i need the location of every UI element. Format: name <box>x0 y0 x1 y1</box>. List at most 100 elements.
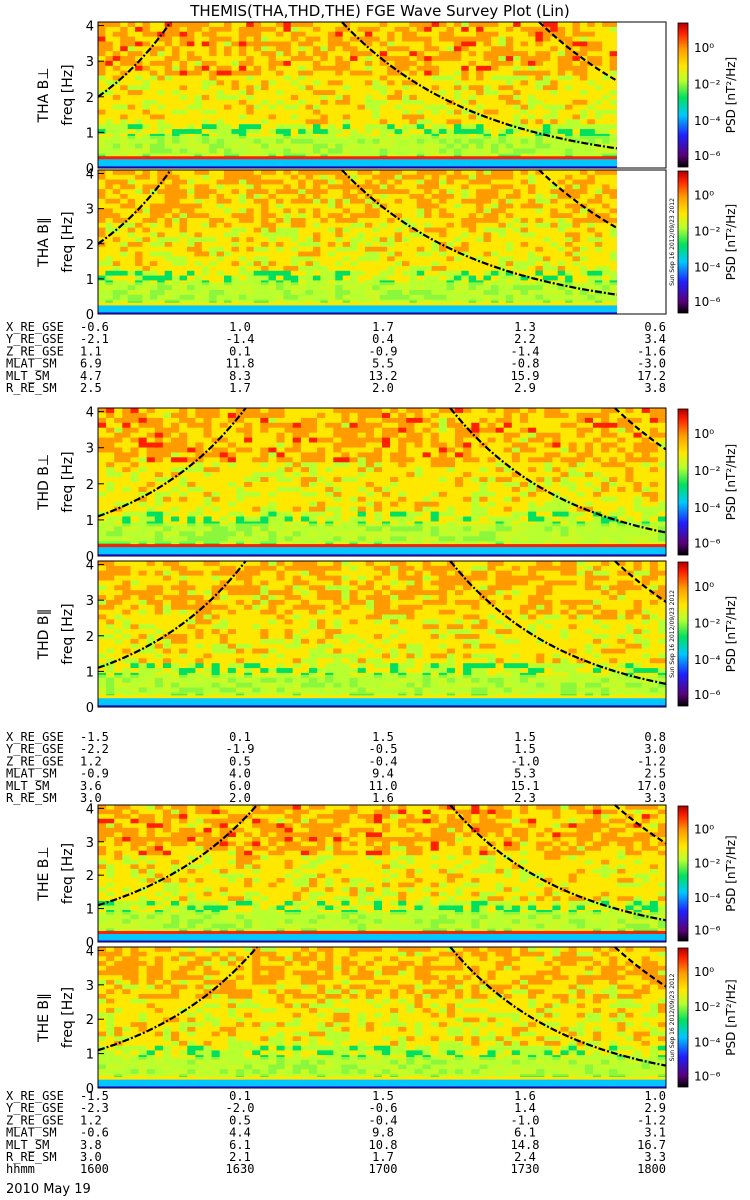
ephemeris-value: 3.3 <box>644 1150 666 1164</box>
ephemeris-value: 2.1 <box>229 1150 251 1164</box>
ephemeris-value: -2.3 <box>80 1101 109 1115</box>
y-tick-label: 2 <box>86 238 94 253</box>
ephemeris-tha: X_RE_GSE -0.6 1.0 1.7 1.3 0.6 Y_RE_GSE -2.1 -1.4… <box>6 320 666 395</box>
y-tick-label: 4 <box>86 406 94 421</box>
ephemeris-value: 1730 <box>511 1162 540 1176</box>
ephemeris-value: -1.0 <box>511 1113 540 1127</box>
ephemeris-value: 1.0 <box>229 320 251 334</box>
gyrofrequency-curves <box>97 560 667 685</box>
ephemeris-value: -0.9 <box>80 767 109 781</box>
ephemeris-value: 2.2 <box>514 332 536 346</box>
ephemeris-value: -0.5 <box>369 742 398 756</box>
y-tick-label: 3 <box>86 442 94 457</box>
ephemeris-value: 6.1 <box>514 1126 536 1140</box>
ephemeris-row-label: X_RE_GSE <box>6 320 64 334</box>
ephemeris-value: -1.5 <box>80 1089 109 1103</box>
panel-name: THE B∥ <box>36 993 52 1043</box>
ephemeris-value: 0.6 <box>644 320 666 334</box>
colorbar-tick-label: 10⁻² <box>694 224 721 238</box>
colorbar-tick-label: 10⁻⁴ <box>694 114 721 128</box>
colorbar-tick-label: 10⁻² <box>694 464 721 478</box>
ephemeris-value: -0.4 <box>369 754 398 768</box>
ephemeris-value: -0.6 <box>80 320 109 334</box>
ephemeris-value: 0.1 <box>229 730 251 744</box>
colorbar-tick-label: 10⁻⁴ <box>694 501 721 515</box>
ephemeris-value: -3.0 <box>637 357 666 371</box>
ephemeris-value: 14.8 <box>511 1138 540 1152</box>
colorbar-tick-label: 10⁻² <box>694 77 721 91</box>
y-tick-label: 1 <box>86 1048 94 1063</box>
ephemeris-row-label: R_RE_SM <box>6 1150 57 1164</box>
panel-thd-par: 0 1 2 3 4 freq [Hz] THD B∥ 10⁰ 10⁻² 10⁻⁴ 10⁻⁶ PSD [… <box>36 559 738 716</box>
side-stamp: Sun Sep 16 2012/09/23 2012 <box>669 198 676 286</box>
ephemeris-value: 3.6 <box>80 779 102 793</box>
y-tick-label: 2 <box>86 869 94 884</box>
gyrofrequency-curves <box>97 21 618 150</box>
y-tick-label: 4 <box>86 559 94 574</box>
ephemeris-row-label: R_RE_SM <box>6 791 57 805</box>
ephemeris-value: 6.0 <box>229 779 251 793</box>
y-tick-label: 4 <box>86 802 94 817</box>
colorbar-label: PSD [nT²/Hz] <box>724 835 738 911</box>
ephemeris-value: 0.4 <box>372 332 394 346</box>
panel-name: THE B⊥ <box>36 846 52 901</box>
ephemeris-value: -0.4 <box>369 1113 398 1127</box>
gyrofrequency-curves <box>97 804 667 922</box>
y-tick-label: 0 <box>86 308 94 323</box>
ephemeris-value: 2.9 <box>644 1101 666 1115</box>
colorbar-tick-label: 10⁰ <box>694 188 714 202</box>
gyrofrequency-curves <box>97 946 667 1067</box>
ephemeris-value: 1600 <box>80 1162 109 1176</box>
panel-name: THD B⊥ <box>36 454 52 511</box>
side-stamp: Sun Sep 16 2012/09/23 2012 <box>669 590 676 678</box>
ephemeris-thd: X_RE_GSE -1.5 0.1 1.5 1.5 0.8Y_RE_GSE -2.2 -1.9… <box>6 730 666 805</box>
colorbar <box>677 408 689 556</box>
y-axis-label: freq [Hz] <box>60 987 76 1048</box>
ephemeris-value: 17.2 <box>637 369 666 383</box>
y-tick-label: 3 <box>86 979 94 994</box>
ephemeris-row-label: X_RE_GSE <box>6 730 64 744</box>
panel-frame <box>97 21 667 169</box>
ephemeris-value: 3.0 <box>80 1150 102 1164</box>
y-tick-label: 3 <box>86 594 94 609</box>
ephemeris-value: 2.9 <box>514 381 536 395</box>
panel-name: THA B⊥ <box>36 68 52 124</box>
ephemeris-row-label: MLT_SM <box>6 779 49 793</box>
ephemeris-value: 1.4 <box>514 1101 536 1115</box>
y-tick-label: 1 <box>86 514 94 529</box>
y-axis-label: freq [Hz] <box>60 211 76 272</box>
y-tick-label: 4 <box>86 20 94 35</box>
ephemeris-row-label: MLT_SM <box>6 369 49 383</box>
ephemeris-value: 1.7 <box>372 320 394 334</box>
ephemeris-value: 9.4 <box>372 767 394 781</box>
ephemeris-value: -1.4 <box>511 344 540 358</box>
colorbar-tick-label: 10⁻² <box>694 616 721 630</box>
plot-title: THEMIS(THA,THD,THE) FGE Wave Survey Plot… <box>189 2 570 20</box>
ephemeris-value: 1.6 <box>514 1089 536 1103</box>
ephemeris-value: 13.2 <box>369 369 398 383</box>
colorbar-tick-label: 10⁻⁶ <box>694 688 721 702</box>
ephemeris-value: -0.6 <box>80 1126 109 1140</box>
colorbar-tick-label: 10⁰ <box>694 580 714 594</box>
colorbar <box>677 561 689 707</box>
colorbar-tick-label: 10⁰ <box>694 965 714 979</box>
ephemeris-value: 4.4 <box>229 1126 251 1140</box>
ephemeris-value: 16.7 <box>637 1138 666 1152</box>
colorbar-tick-label: 10⁰ <box>694 822 714 836</box>
ephemeris-value: -1.9 <box>226 742 255 756</box>
date-label: 2010 May 19 <box>6 1182 91 1197</box>
ephemeris-value: -1.5 <box>80 730 109 744</box>
y-tick-label: 2 <box>86 478 94 493</box>
ephemeris-value: 6.9 <box>80 357 102 371</box>
colorbar-tick-label: 10⁻⁶ <box>694 924 721 938</box>
y-tick-label: 1 <box>86 903 94 918</box>
colorbar-tick-label: 10⁻⁴ <box>694 891 721 905</box>
y-axis-label: freq [Hz] <box>60 451 76 512</box>
ephemeris-value: 1.2 <box>80 754 102 768</box>
y-tick-label: 0 <box>86 936 94 951</box>
ephemeris-value: 11.0 <box>369 779 398 793</box>
ephemeris-value: 17.0 <box>637 779 666 793</box>
ephemeris-value: 2.0 <box>372 381 394 395</box>
